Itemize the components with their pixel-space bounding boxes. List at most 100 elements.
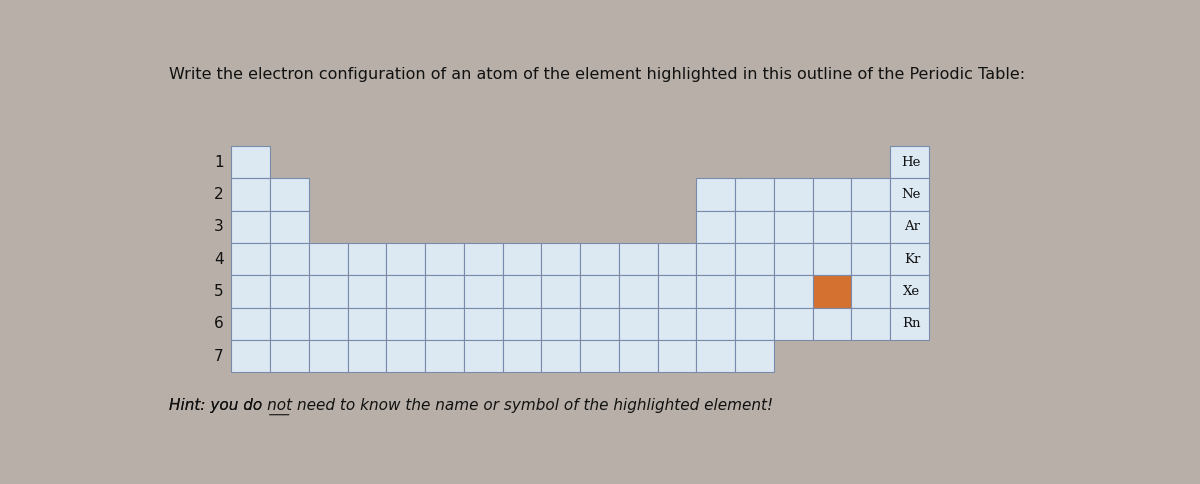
Bar (774, 275, 812, 307)
Bar (736, 211, 774, 243)
Bar (503, 275, 541, 307)
Text: Rn: Rn (902, 317, 920, 330)
Bar (580, 340, 619, 372)
Text: Hint: you do not need to know the name or symbol of the highlighted element!: Hint: you do not need to know the name o… (168, 398, 773, 413)
Bar (232, 146, 270, 178)
Bar (232, 211, 270, 243)
Bar (851, 307, 890, 340)
Bar (464, 340, 503, 372)
Bar (386, 243, 425, 275)
Text: 5: 5 (214, 284, 223, 299)
Bar (812, 211, 851, 243)
Bar (270, 243, 308, 275)
Bar (696, 307, 736, 340)
Bar (696, 211, 736, 243)
Bar (812, 243, 851, 275)
Bar (736, 243, 774, 275)
Text: Hint: you do not: Hint: you do not (168, 342, 292, 357)
Bar (619, 340, 658, 372)
Bar (890, 211, 929, 243)
Bar (232, 307, 270, 340)
Bar (386, 340, 425, 372)
Bar (851, 243, 890, 275)
Bar (541, 275, 580, 307)
Bar (270, 275, 308, 307)
Bar (541, 243, 580, 275)
Bar (851, 275, 890, 307)
Bar (890, 275, 929, 307)
Bar (774, 211, 812, 243)
Bar (890, 146, 929, 178)
Bar (232, 243, 270, 275)
Text: 2: 2 (214, 187, 223, 202)
Bar (658, 275, 696, 307)
Bar (425, 307, 464, 340)
Text: Hint: you do: Hint: you do (168, 342, 266, 357)
Bar (812, 178, 851, 211)
Bar (503, 340, 541, 372)
Bar (464, 275, 503, 307)
Bar (812, 307, 851, 340)
Bar (696, 275, 736, 307)
Bar (890, 178, 929, 211)
Bar (580, 275, 619, 307)
Bar (348, 243, 386, 275)
Bar (270, 178, 308, 211)
Bar (890, 307, 929, 340)
Bar (232, 340, 270, 372)
Bar (890, 243, 929, 275)
Text: Write the electron configuration of an atom of the element highlighted in this o: Write the electron configuration of an a… (168, 67, 1025, 82)
Bar (812, 275, 851, 307)
Bar (270, 307, 308, 340)
Bar (308, 340, 348, 372)
Bar (851, 178, 890, 211)
Bar (736, 340, 774, 372)
Bar (658, 340, 696, 372)
Text: He: He (901, 155, 920, 168)
Bar (232, 275, 270, 307)
Bar (308, 307, 348, 340)
Bar (503, 243, 541, 275)
Bar (736, 307, 774, 340)
Text: 7: 7 (214, 348, 223, 363)
Bar (541, 307, 580, 340)
Bar (580, 243, 619, 275)
Bar (736, 275, 774, 307)
Text: 3: 3 (214, 219, 223, 234)
Bar (386, 275, 425, 307)
Bar (658, 307, 696, 340)
Text: Xe: Xe (904, 285, 920, 298)
Bar (348, 307, 386, 340)
Bar (386, 307, 425, 340)
Bar (619, 243, 658, 275)
Bar (580, 307, 619, 340)
Text: Kr: Kr (904, 253, 920, 266)
Bar (270, 340, 308, 372)
Text: Hint: you do: Hint: you do (168, 398, 266, 413)
Text: Ar: Ar (905, 220, 920, 233)
Bar (425, 275, 464, 307)
Text: Ne: Ne (901, 188, 920, 201)
Bar (308, 243, 348, 275)
Bar (619, 275, 658, 307)
Text: 6: 6 (214, 316, 223, 331)
Bar (348, 340, 386, 372)
Bar (232, 178, 270, 211)
Bar (774, 178, 812, 211)
Bar (736, 178, 774, 211)
Bar (425, 340, 464, 372)
Bar (464, 243, 503, 275)
Bar (619, 307, 658, 340)
Bar (851, 211, 890, 243)
Bar (696, 243, 736, 275)
Bar (425, 243, 464, 275)
Bar (774, 307, 812, 340)
Bar (696, 340, 736, 372)
Bar (541, 340, 580, 372)
Bar (774, 243, 812, 275)
Bar (658, 243, 696, 275)
Text: 4: 4 (214, 252, 223, 267)
Bar (348, 275, 386, 307)
Bar (270, 211, 308, 243)
Bar (503, 307, 541, 340)
